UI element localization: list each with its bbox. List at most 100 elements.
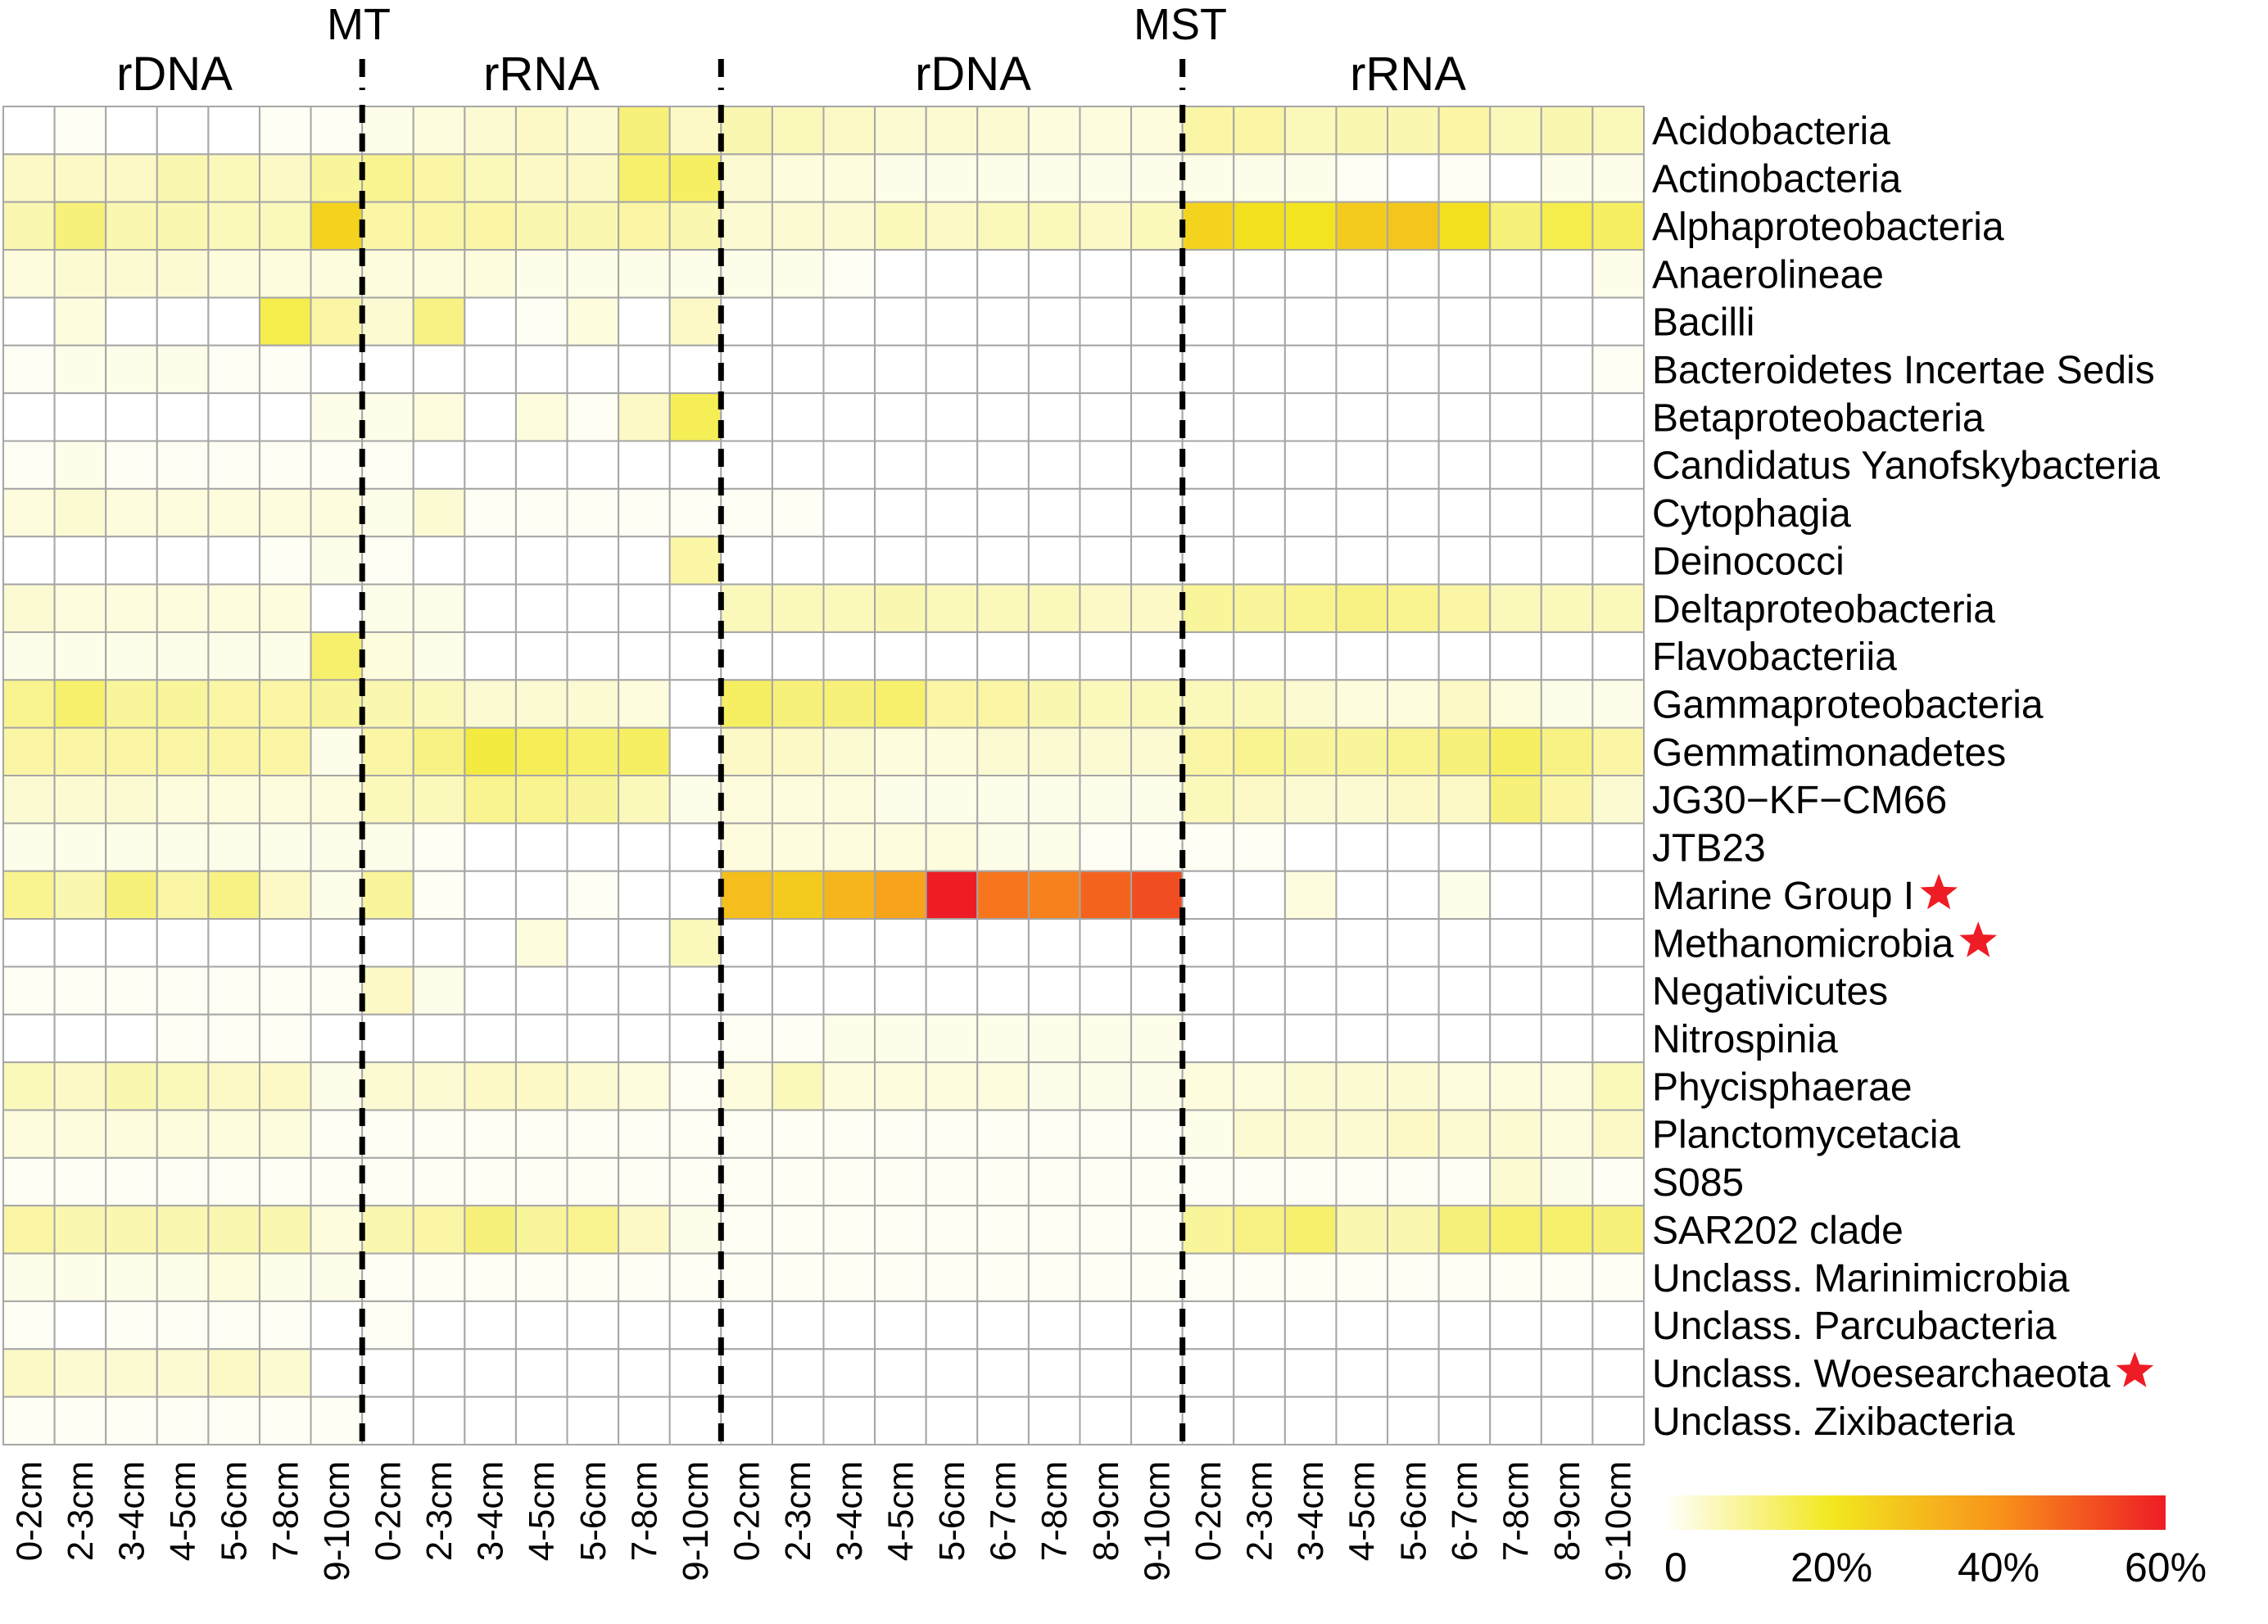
heatmap-cell: [2, 775, 56, 825]
heatmap-cell: [1489, 1013, 1542, 1064]
heatmap-cell: [310, 392, 364, 442]
heatmap-cell: [156, 775, 210, 825]
row-label: Deinococci: [1652, 540, 1845, 583]
heatmap-cell: [1027, 1013, 1081, 1064]
heatmap-cell: [1591, 631, 1646, 681]
heatmap-cell: [1335, 106, 1389, 156]
heatmap-cell: [976, 1252, 1030, 1302]
heatmap-cell: [412, 870, 466, 921]
heatmap-cell: [1489, 1300, 1542, 1350]
row-label: Gemmatimonadetes: [1652, 731, 2006, 775]
heatmap-cell: [1181, 918, 1235, 968]
heatmap-cell: [156, 249, 210, 299]
heatmap-cell: [1027, 822, 1081, 872]
heatmap-cell: [514, 822, 568, 872]
heatmap-cell: [464, 870, 517, 921]
heatmap-cell: [1437, 1109, 1492, 1159]
heatmap-cell: [514, 1205, 568, 1255]
heatmap-cell: [53, 870, 107, 921]
heatmap-cell: [258, 1252, 312, 1302]
heatmap-cell: [618, 1348, 671, 1398]
site-label-mst: MST: [1134, 0, 1227, 49]
heatmap-cell: [1181, 1252, 1235, 1302]
heatmap-cell: [668, 1348, 722, 1398]
heatmap-cell: [1591, 918, 1646, 968]
heatmap-cell: [1489, 870, 1542, 921]
heatmap-cell: [976, 1061, 1030, 1111]
heatmap-cell: [1437, 344, 1492, 395]
heatmap-cell: [1233, 1252, 1286, 1302]
heatmap-cell: [156, 1061, 210, 1111]
heatmap-cell: [1079, 201, 1133, 251]
heatmap-cell: [874, 536, 927, 586]
heatmap-cell: [361, 679, 414, 729]
heatmap-cell: [668, 1013, 722, 1064]
heatmap-cell: [105, 1061, 158, 1111]
heatmap-cell: [1027, 153, 1081, 203]
heatmap-cell: [258, 1156, 312, 1207]
heatmap-cell: [1437, 583, 1492, 633]
heatmap-cell: [105, 1300, 158, 1350]
heatmap-cell: [1233, 966, 1286, 1016]
heatmap-cell: [925, 583, 979, 633]
heatmap-cell: [566, 296, 620, 346]
heatmap-cell: [925, 1061, 979, 1111]
heatmap-cell: [1283, 153, 1338, 203]
heatmap-cell: [53, 1300, 107, 1350]
heatmap-cell: [720, 822, 773, 872]
heatmap-cell: [1540, 631, 1594, 681]
heatmap-cell: [1387, 918, 1440, 968]
heatmap-cell: [771, 153, 825, 203]
heatmap-cell: [720, 1396, 773, 1446]
heatmap-cell: [1079, 153, 1133, 203]
heatmap-cell: [1335, 1205, 1389, 1255]
heatmap-cell: [1387, 153, 1440, 203]
heatmap-cell: [258, 440, 312, 490]
heatmap-cell: [668, 822, 722, 872]
heatmap-cell: [310, 1396, 364, 1446]
heatmap-cell: [1027, 583, 1081, 633]
heatmap-cell: [514, 1396, 568, 1446]
heatmap-cell: [1387, 1300, 1440, 1350]
heatmap-cell: [771, 918, 825, 968]
heatmap-cell: [2, 1109, 56, 1159]
heatmap-cell: [412, 1205, 466, 1255]
heatmap-cell: [1489, 918, 1542, 968]
heatmap-cell: [925, 392, 979, 442]
heatmap-cell: [53, 106, 107, 156]
heatmap-cell: [412, 344, 466, 395]
column-label: 3-4cm: [1291, 1461, 1331, 1561]
heatmap-cell: [1079, 106, 1133, 156]
heatmap-cell: [976, 1013, 1030, 1064]
heatmap-cell: [771, 344, 825, 395]
heatmap-cell: [412, 966, 466, 1016]
heatmap-cell: [1079, 344, 1133, 395]
heatmap-cell: [53, 296, 107, 346]
heatmap-cell: [53, 726, 107, 777]
heatmap-cell: [1130, 726, 1184, 777]
heatmap-cell: [156, 918, 210, 968]
heatmap-cell: [822, 106, 876, 156]
heatmap-cell: [412, 1396, 466, 1446]
heatmap-cell: [1489, 249, 1542, 299]
heatmap-cell: [1027, 440, 1081, 490]
heatmap-cell: [1130, 296, 1184, 346]
heatmap-cell: [464, 1396, 517, 1446]
column-label: 5-6cm: [932, 1461, 972, 1561]
heatmap-cell: [1233, 918, 1286, 968]
heatmap-cell: [976, 392, 1030, 442]
heatmap-cell: [514, 1252, 568, 1302]
heatmap-cell: [668, 726, 722, 777]
heatmap-cell: [1437, 440, 1492, 490]
column-label: 9-10cm: [1599, 1461, 1639, 1581]
heatmap-cell: [976, 1205, 1030, 1255]
heatmap-cell: [874, 249, 927, 299]
heatmap-cell: [207, 966, 260, 1016]
heatmap-cell: [1181, 1013, 1235, 1064]
heatmap-cell: [1283, 1348, 1338, 1398]
heatmap-cell: [464, 1205, 517, 1255]
heatmap-cell: [1130, 631, 1184, 681]
heatmap-cell: [1540, 536, 1594, 586]
heatmap-cell: [771, 440, 825, 490]
heatmap-cell: [1387, 583, 1440, 633]
